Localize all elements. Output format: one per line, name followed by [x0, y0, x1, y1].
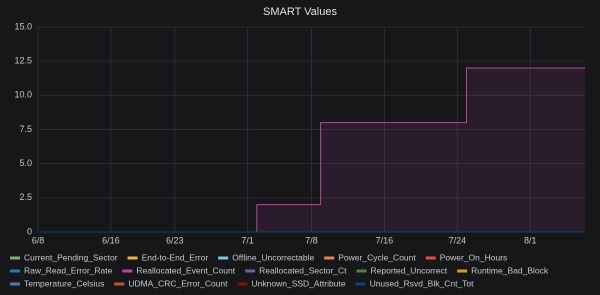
legend-item: End-to-End_Error: [127, 252, 209, 262]
y-tick-label: 7.5: [19, 124, 32, 134]
x-tick-label: 8/1: [524, 235, 537, 245]
legend-label: Power_On_Hours: [440, 252, 508, 262]
x-tick-label: 7/1: [241, 235, 254, 245]
legend-item: Reallocated_Event_Count: [122, 265, 236, 275]
legend-label: End-to-End_Error: [142, 252, 209, 262]
legend-label: Reallocated_Sector_Ct: [259, 265, 347, 275]
legend-item: Reported_Uncorrect: [356, 265, 448, 275]
chart-title: SMART Values: [263, 6, 337, 18]
legend-label: Unknown_SSD_Attribute: [252, 278, 346, 288]
legend-item: UDMA_CRC_Error_Count: [114, 278, 228, 288]
x-tick-label: 7/8: [305, 235, 318, 245]
x-tick-label: 6/8: [32, 235, 45, 245]
legend-item: Power_On_Hours: [425, 252, 508, 262]
legend-label: Offline_Uncorrectable: [232, 252, 314, 262]
legend-label: Power_Cycle_Count: [338, 252, 416, 262]
legend-label: Reported_Uncorrect: [371, 265, 448, 275]
y-tick-label: 5.0: [19, 158, 32, 168]
legend-item: Unknown_SSD_Attribute: [237, 278, 346, 288]
y-tick-label: 10.0: [14, 90, 32, 100]
legend-item: Unused_Rsvd_Blk_Cnt_Tot: [355, 278, 475, 288]
legend-label: Temperature_Celsius: [24, 278, 104, 288]
legend-item: Power_Cycle_Count: [324, 252, 416, 262]
legend-label: Raw_Read_Error_Rate: [24, 265, 113, 275]
series-line: [38, 67, 585, 233]
legend-item: Temperature_Celsius: [10, 278, 104, 288]
x-tick-label: 7/24: [449, 235, 467, 245]
legend-item: Raw_Read_Error_Rate: [10, 265, 113, 275]
legend-item: Current_Pending_Sector: [10, 252, 118, 262]
x-tick-label: 6/16: [102, 235, 120, 245]
y-tick-label: 0: [27, 226, 32, 236]
legend-label: Runtime_Bad_Block: [471, 265, 549, 275]
y-tick-label: 2.5: [19, 192, 32, 202]
series-area: [38, 68, 585, 232]
legend-label: Reallocated_Event_Count: [136, 265, 235, 275]
x-tick-label: 6/23: [166, 235, 184, 245]
y-tick-label: 15.0: [14, 21, 32, 31]
legend-label: Current_Pending_Sector: [24, 252, 118, 262]
legend-item: Offline_Uncorrectable: [218, 252, 315, 262]
legend-label: Unused_Rsvd_Blk_Cnt_Tot: [370, 278, 475, 288]
y-tick-label: 12.5: [14, 56, 32, 66]
legend-item: Reallocated_Sector_Ct: [245, 265, 347, 275]
legend-label: UDMA_CRC_Error_Count: [128, 278, 228, 288]
plot: 0 2.5 5.0 7.5 10.0 12.5 15.0 6/8 6/16 6/23 7/1 7/8 7…: [14, 21, 585, 245]
legend: Current_Pending_Sector End-to-End_Error Of…: [10, 252, 549, 288]
x-tick-label: 7/16: [376, 235, 394, 245]
legend-item: Runtime_Bad_Block: [457, 265, 549, 275]
